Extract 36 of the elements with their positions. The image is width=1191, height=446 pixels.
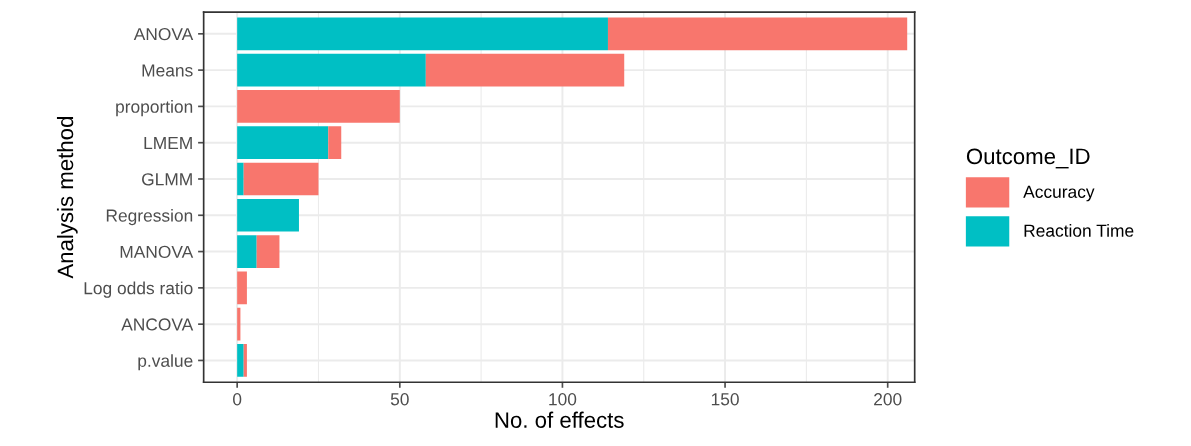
bar	[607, 17, 908, 51]
y-tick-label: Means	[142, 64, 193, 77]
x-tick-label: 200	[874, 393, 902, 406]
legend-label: Reaction Time	[1024, 224, 1134, 237]
x-tick-label: 150	[711, 393, 739, 406]
bar	[237, 198, 299, 232]
legend-label: Accuracy	[1023, 185, 1095, 202]
y-tick-label: Regression	[106, 208, 193, 226]
x-tick-label: 100	[549, 393, 577, 406]
legend-title: Outcome_ID	[966, 148, 1090, 169]
bar	[243, 344, 247, 377]
bar	[425, 53, 625, 87]
y-tick-label: GLMM	[142, 173, 192, 186]
y-tick-label: ANCOVA	[121, 318, 194, 331]
y-tick-label: proportion	[116, 100, 193, 117]
y-tick-label: LMEM	[144, 137, 192, 149]
bar	[243, 162, 319, 196]
bar	[237, 344, 244, 377]
bar	[237, 235, 257, 268]
bar	[237, 53, 426, 87]
bar	[256, 235, 280, 268]
bar	[237, 126, 329, 160]
bar	[237, 271, 247, 305]
y-axis-title: Analysis method	[56, 117, 78, 279]
y-tick-label: ANOVA	[133, 27, 194, 41]
bar	[237, 90, 400, 123]
bar	[237, 162, 244, 196]
bar	[328, 126, 342, 160]
y-tick-label: MANOVA	[120, 245, 194, 259]
bar	[237, 17, 608, 51]
x-tick-label: 0	[233, 393, 242, 406]
bar	[237, 307, 241, 341]
y-tick-label: p.value	[138, 354, 193, 371]
y-tick-label: Log odds ratio	[84, 281, 193, 298]
x-tick-label: 50	[390, 393, 409, 406]
x-axis-title: No. of effects	[495, 411, 624, 428]
